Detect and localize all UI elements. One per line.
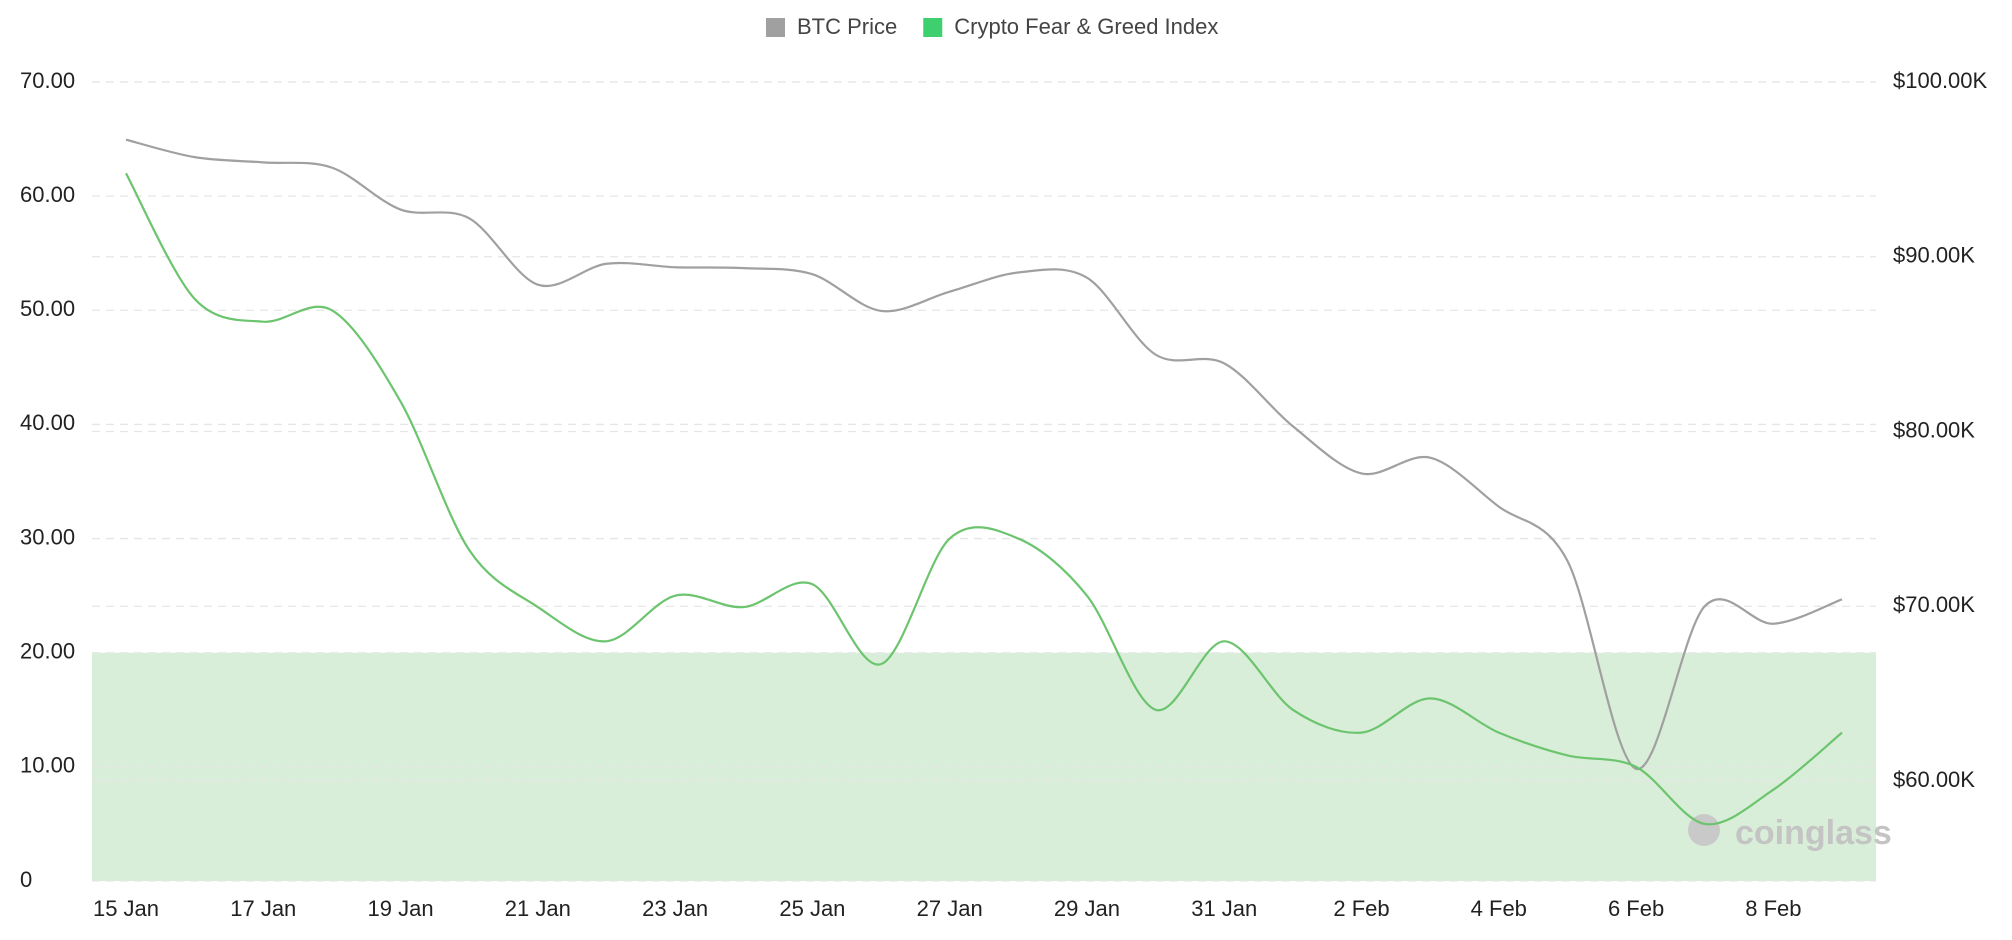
legend: BTC Price Crypto Fear & Greed Index [766, 14, 1218, 39]
y-tick-label: 20.00 [20, 639, 75, 664]
watermark-icon [1688, 814, 1720, 846]
y2-tick-label: $80.00K [1893, 417, 1975, 442]
x-tick-label: 25 Jan [779, 896, 845, 921]
series-line [125, 138, 1843, 770]
x-tick-label: 8 Feb [1745, 896, 1801, 921]
legend-label: BTC Price [797, 14, 897, 39]
y-tick-label: 70.00 [20, 68, 75, 93]
y-tick-label: 40.00 [20, 410, 75, 435]
x-tick-label: 27 Jan [917, 896, 983, 921]
x-tick-label: 6 Feb [1608, 896, 1664, 921]
y-tick-label: 30.00 [20, 524, 75, 549]
x-tick-label: 23 Jan [642, 896, 708, 921]
x-tick-label: 29 Jan [1054, 896, 1120, 921]
legend-swatch [766, 18, 785, 37]
y2-tick-label: $60.00K [1893, 767, 1975, 792]
y-tick-label: 0 [20, 867, 32, 892]
x-tick-label: 2 Feb [1333, 896, 1389, 921]
legend-swatch [923, 18, 943, 37]
y2-tick-label: $90.00K [1893, 243, 1975, 268]
y-tick-label: 50.00 [20, 296, 75, 321]
y2-tick-label: $70.00K [1893, 592, 1975, 617]
x-tick-label: 31 Jan [1191, 896, 1257, 921]
y-tick-label: 10.00 [20, 753, 75, 778]
y2-tick-label: $100.00K [1893, 68, 1988, 93]
x-tick-label: 17 Jan [230, 896, 296, 921]
x-tick-label: 21 Jan [505, 896, 571, 921]
x-tick-label: 15 Jan [93, 896, 159, 921]
y-tick-label: 60.00 [20, 182, 75, 207]
x-tick-label: 4 Feb [1471, 896, 1527, 921]
watermark: coinglass [1735, 814, 1892, 852]
series-line [125, 172, 1843, 826]
legend-label: Crypto Fear & Greed Index [954, 14, 1218, 39]
x-tick-label: 19 Jan [368, 896, 434, 921]
